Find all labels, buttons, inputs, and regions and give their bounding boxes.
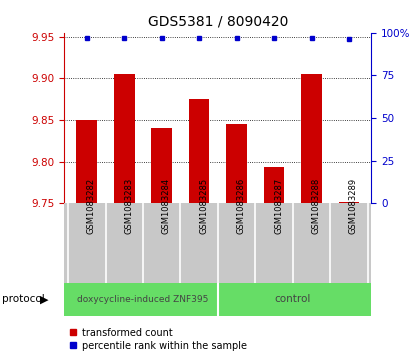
Text: GSM1083282: GSM1083282 bbox=[87, 178, 96, 234]
Text: GSM1083286: GSM1083286 bbox=[237, 178, 246, 234]
Text: GSM1083284: GSM1083284 bbox=[162, 178, 171, 234]
Bar bbox=[76, 120, 97, 203]
Text: GSM1083285: GSM1083285 bbox=[199, 178, 208, 234]
Text: control: control bbox=[275, 294, 311, 305]
Title: GDS5381 / 8090420: GDS5381 / 8090420 bbox=[148, 15, 288, 29]
Bar bbox=[64, 283, 218, 316]
Bar bbox=[226, 124, 247, 203]
Bar bbox=[151, 129, 172, 203]
Bar bbox=[301, 74, 322, 203]
Legend: transformed count, percentile rank within the sample: transformed count, percentile rank withi… bbox=[65, 324, 251, 355]
Text: GSM1083287: GSM1083287 bbox=[274, 178, 283, 234]
Bar bbox=[189, 99, 210, 203]
Text: GSM1083288: GSM1083288 bbox=[312, 178, 320, 234]
Bar bbox=[264, 167, 284, 203]
Bar bbox=[339, 201, 359, 203]
Bar bbox=[114, 74, 134, 203]
Text: GSM1083283: GSM1083283 bbox=[124, 178, 133, 234]
Text: GSM1083289: GSM1083289 bbox=[349, 178, 358, 234]
Text: protocol: protocol bbox=[2, 294, 45, 305]
Bar bbox=[218, 283, 371, 316]
Text: ▶: ▶ bbox=[40, 294, 49, 305]
Text: doxycycline-induced ZNF395: doxycycline-induced ZNF395 bbox=[77, 295, 209, 304]
